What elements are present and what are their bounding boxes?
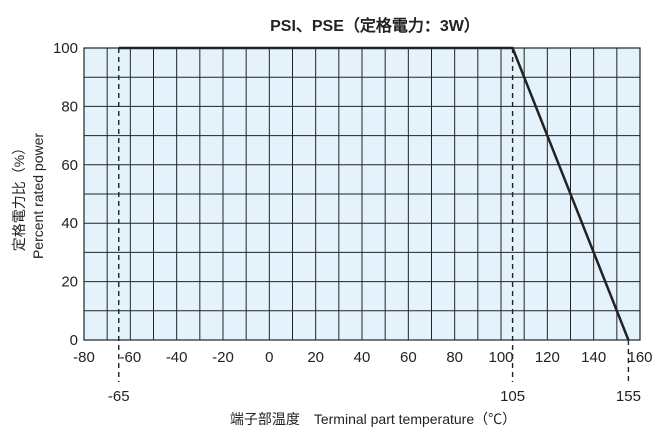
x-tick-label: 140	[581, 349, 606, 366]
x-tick-label: 0	[265, 349, 273, 366]
chart-title: PSI、PSE（定格電力：3W）	[270, 16, 480, 35]
x-tick-label: 80	[446, 349, 463, 366]
reference-lines: -65 105 155	[108, 48, 641, 405]
series-group	[118, 46, 630, 341]
y-tick-label: 100	[53, 40, 78, 57]
reference-label: 105	[500, 388, 525, 405]
plot-area	[83, 47, 641, 341]
reference-label: 155	[616, 388, 641, 405]
x-tick-label: -80	[73, 349, 95, 366]
y-axis-label-ja: 定格電力比（%）	[11, 141, 27, 251]
x-tick-label: 20	[307, 349, 324, 366]
y-tick-labels: 0 20 40 60 80 100	[53, 40, 78, 349]
y-tick-label: 60	[61, 157, 78, 174]
derating-curve	[118, 46, 630, 341]
y-tick-label: 0	[70, 332, 78, 349]
reference-label: -65	[108, 388, 130, 405]
x-tick-label: -40	[166, 349, 188, 366]
y-axis-label-en: Percent rated power	[30, 133, 46, 259]
x-tick-label: 60	[400, 349, 417, 366]
x-tick-label: -60	[119, 349, 141, 366]
x-tick-label: 40	[354, 349, 371, 366]
y-tick-label: 20	[61, 274, 78, 291]
y-axis-label: 定格電力比（%） Percent rated power	[11, 133, 46, 259]
x-tick-label: -20	[212, 349, 234, 366]
x-axis-label: 端子部温度 Terminal part temperature（℃）	[230, 411, 516, 427]
x-tick-label: 100	[488, 349, 513, 366]
y-tick-label: 40	[61, 215, 78, 232]
x-tick-label: 160	[627, 349, 652, 366]
y-tick-label: 80	[61, 98, 78, 115]
x-tick-label: 120	[535, 349, 560, 366]
x-tick-labels: -80 -60 -40 -20 0 20 40 60 80 100 120 140 160	[73, 349, 652, 366]
